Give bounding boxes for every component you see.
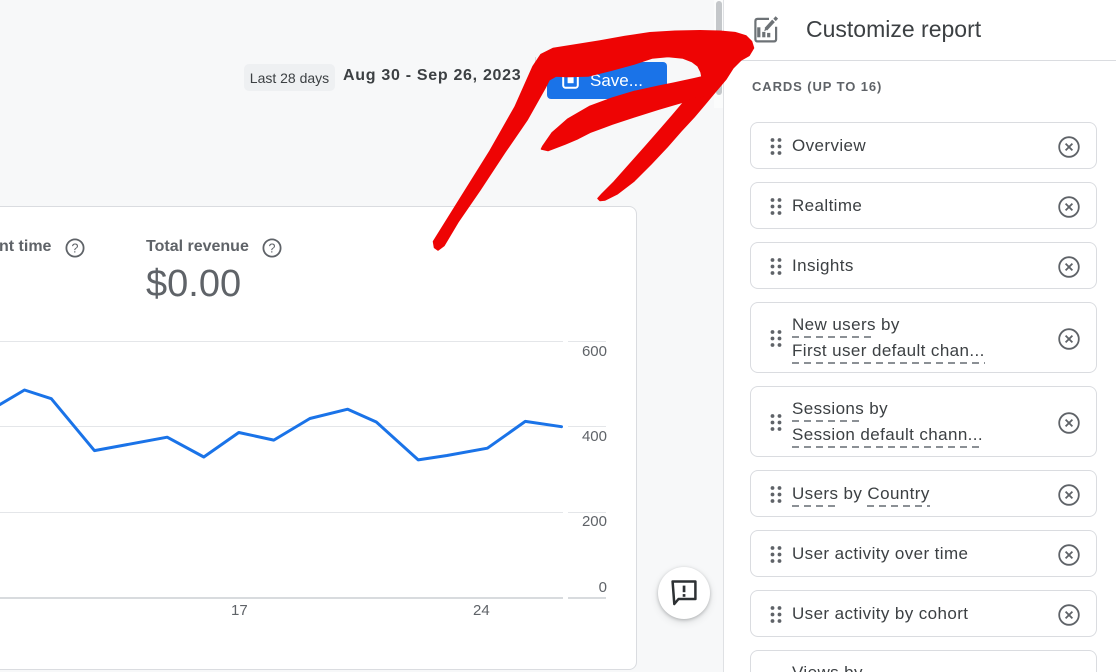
svg-text:?: ? (72, 241, 79, 255)
svg-text:?: ? (269, 241, 276, 255)
